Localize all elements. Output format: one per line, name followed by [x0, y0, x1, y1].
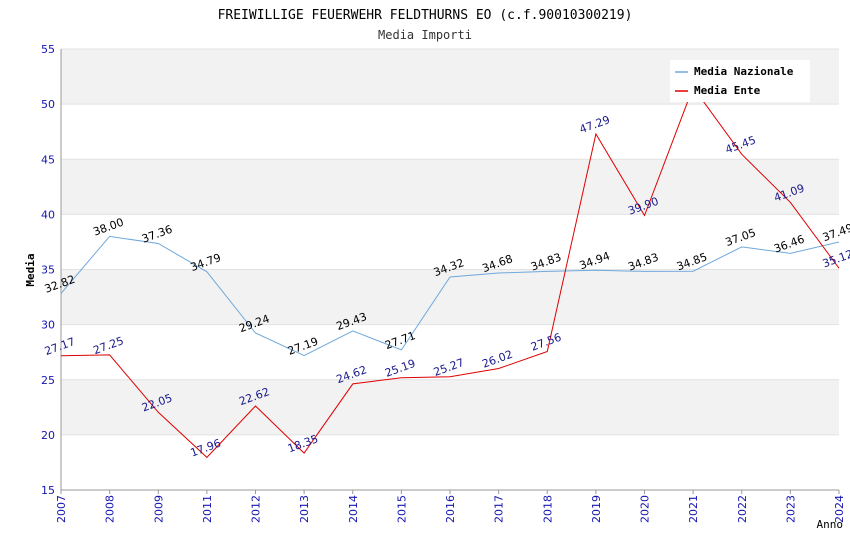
- y-tick-label: 40: [41, 208, 55, 221]
- x-tick-label: 2024: [833, 495, 846, 523]
- legend-label-ente: Media Ente: [694, 84, 761, 97]
- series-media-nazionale: [60, 235, 840, 357]
- plot-background-bands: [61, 49, 839, 490]
- y-tick-label: 45: [41, 153, 55, 166]
- legend: Media Nazionale Media Ente: [670, 60, 810, 102]
- plot-band: [61, 104, 839, 160]
- x-tick-label: 2017: [493, 495, 506, 523]
- plot-band: [61, 269, 839, 325]
- plot-band: [61, 214, 839, 270]
- x-tick-label: 2012: [250, 495, 263, 523]
- y-tick-label: 20: [41, 429, 55, 442]
- y-tick-label: 30: [41, 319, 55, 332]
- plot-band: [61, 379, 839, 435]
- x-tick-labels: 2007 2008 2009 2011 2012 2013 2014 2015 2016 2017…: [55, 495, 846, 523]
- y-tick-label: 15: [41, 484, 55, 497]
- x-tick-label: 2014: [347, 495, 360, 523]
- x-tick-label: 2009: [152, 495, 165, 523]
- legend-label-nazionale: Media Nazionale: [694, 65, 794, 78]
- plot-band: [61, 324, 839, 380]
- legend-box: [670, 60, 810, 102]
- series-line: [60, 235, 840, 357]
- chart-title: FREIWILLIGE FEUERWEHR FELDTHURNS EO (c.f…: [218, 8, 633, 23]
- x-tick-label: 2007: [55, 495, 68, 523]
- x-tick-label: 2021: [687, 495, 700, 523]
- axes: [60, 49, 840, 494]
- x-tick-label: 2023: [784, 495, 797, 523]
- x-axis-label: Anno: [817, 518, 844, 531]
- y-axis-label: Media: [24, 253, 37, 286]
- x-tick-label: 2018: [541, 495, 554, 523]
- x-tick-label: 2008: [104, 495, 117, 523]
- plot-band: [61, 434, 839, 490]
- x-tick-label: 2016: [444, 495, 457, 523]
- x-tick-label: 2015: [395, 495, 408, 523]
- y-tick-label: 55: [41, 43, 55, 56]
- x-tick-label: 2022: [736, 495, 749, 523]
- series-media-ente: [60, 86, 840, 459]
- x-tick-label: 2013: [298, 495, 311, 523]
- plot-band: [61, 159, 839, 215]
- x-tick-label: 2019: [590, 495, 603, 523]
- x-tick-label: 2011: [201, 495, 214, 523]
- y-tick-label: 50: [41, 98, 55, 111]
- series-lines: [60, 86, 840, 459]
- chart-subtitle: Media Importi: [378, 28, 472, 42]
- series-line: [60, 86, 840, 459]
- y-tick-label: 25: [41, 374, 55, 387]
- y-tick-label: 35: [41, 264, 55, 277]
- y-tick-labels: 15 20 25 30 35 40 45 50 55: [41, 43, 55, 497]
- x-tick-label: 2020: [639, 495, 652, 523]
